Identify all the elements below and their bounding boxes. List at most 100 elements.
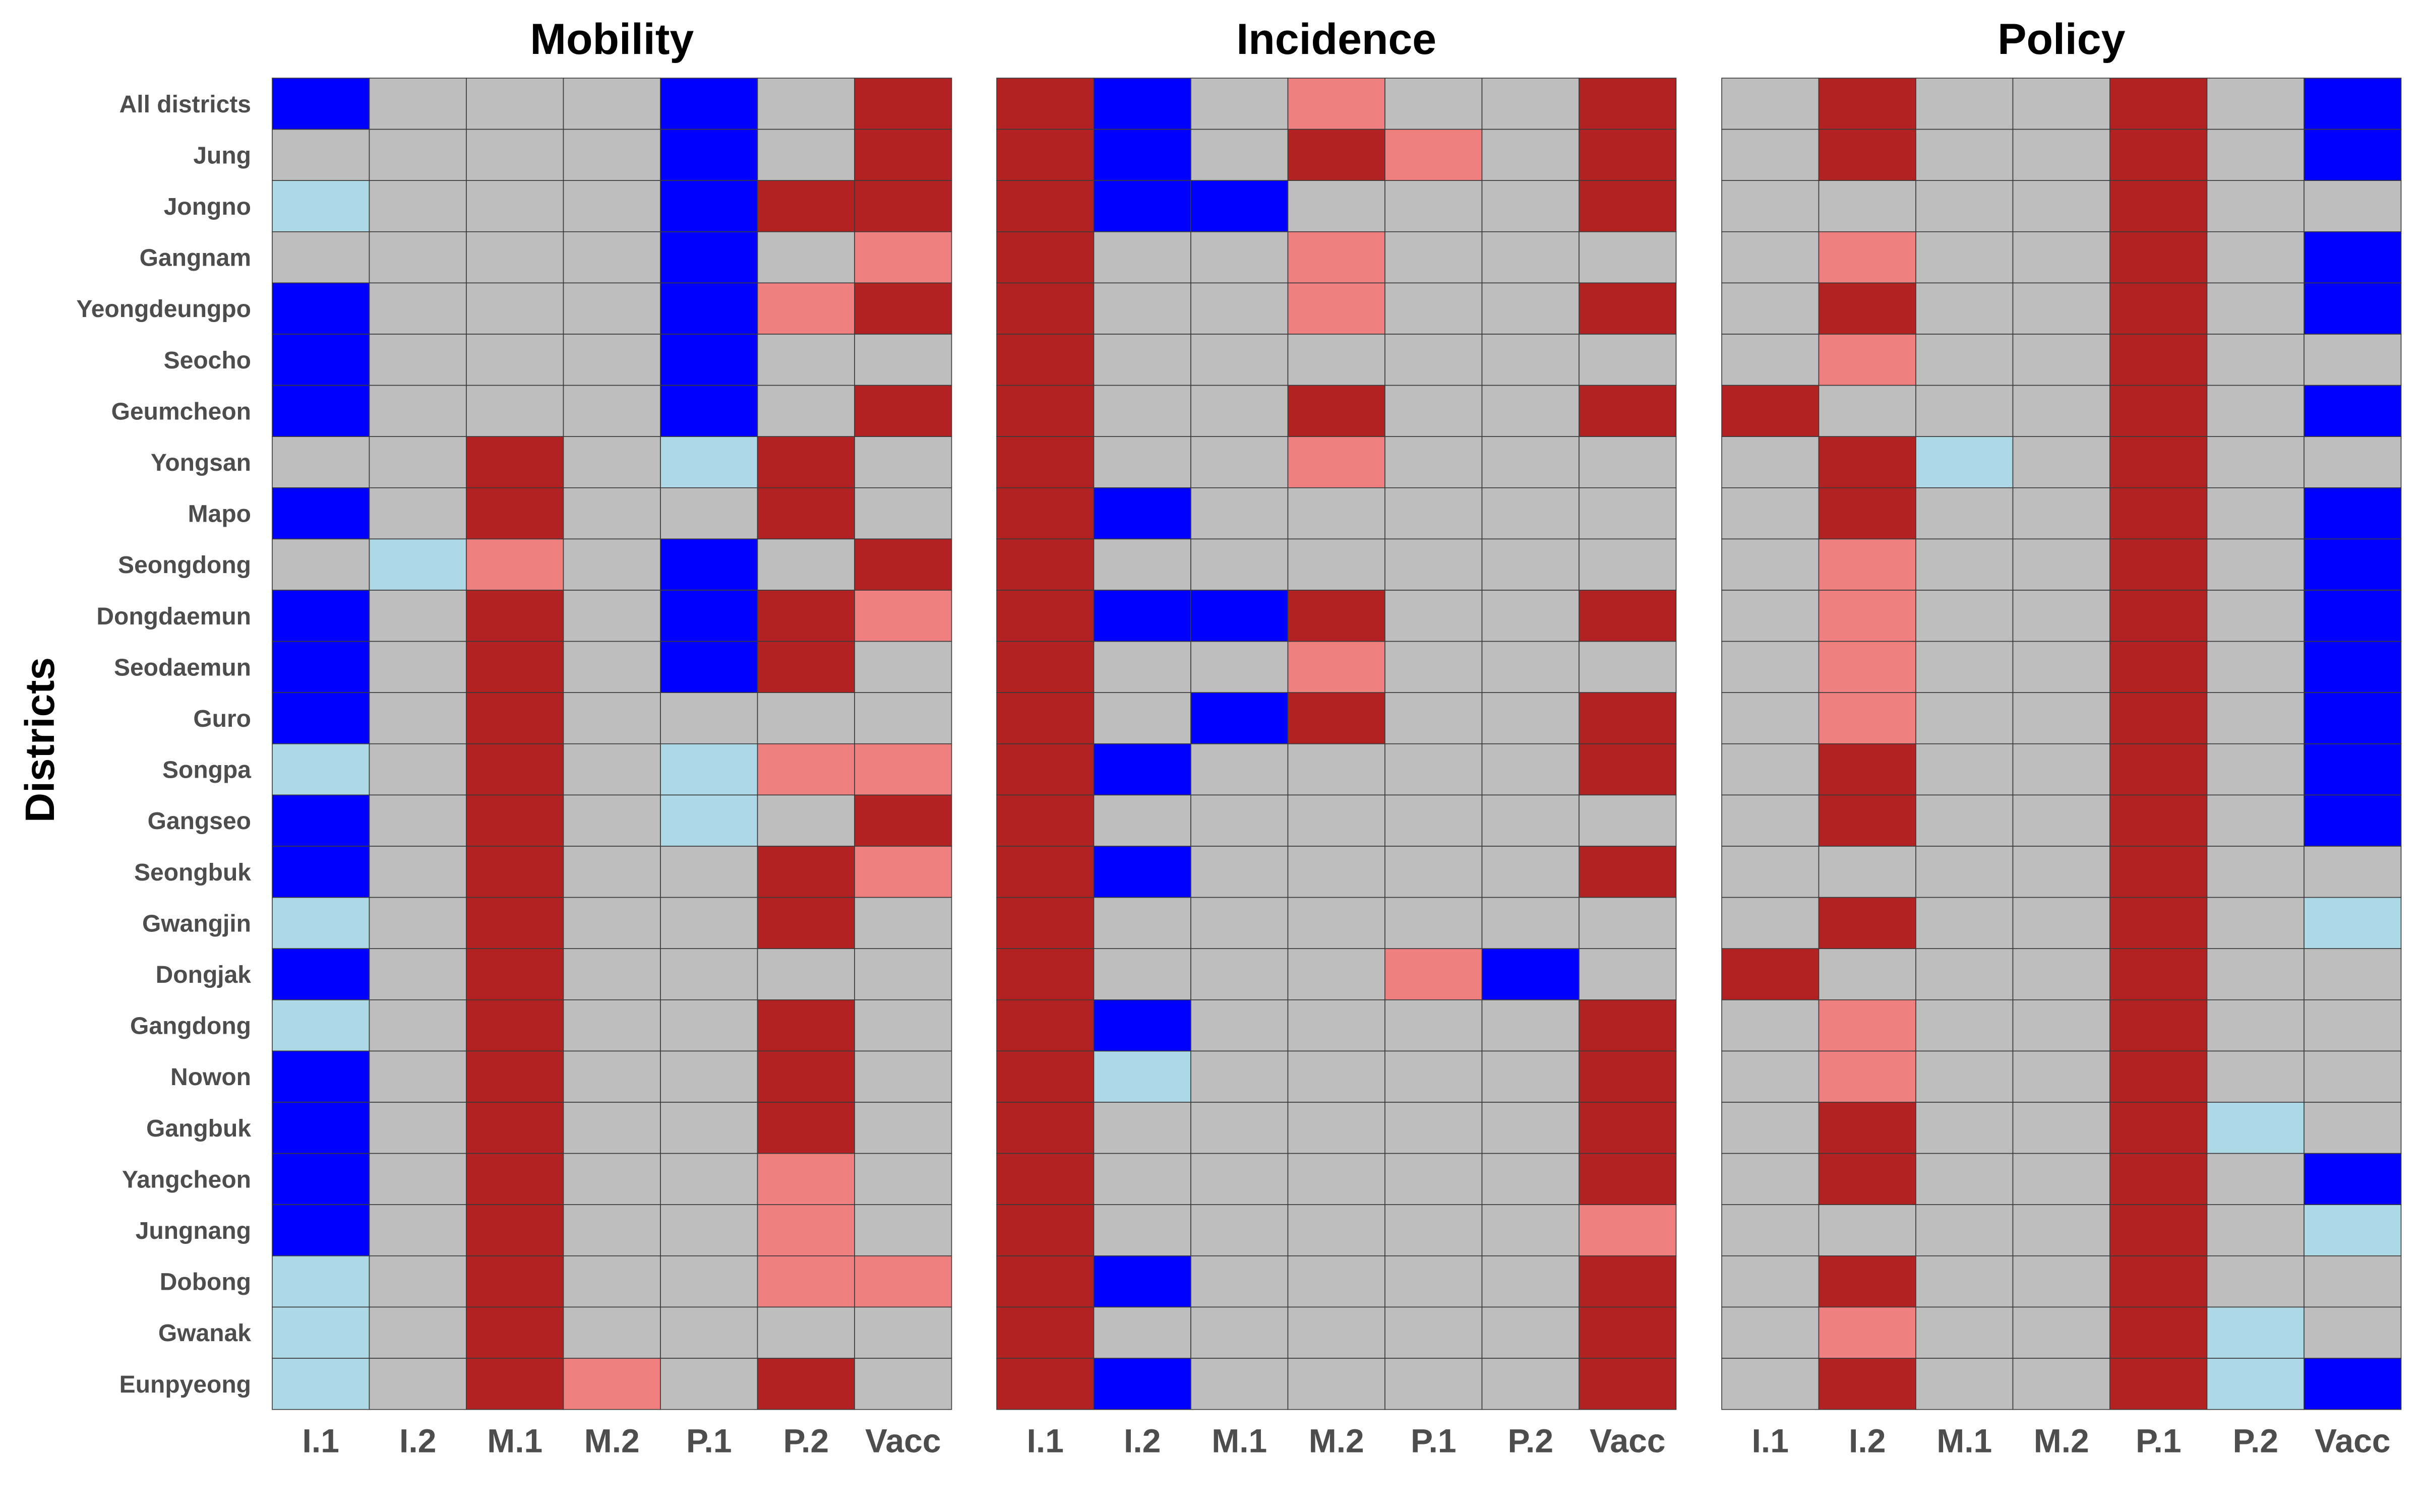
heatmap-cell bbox=[660, 692, 758, 744]
heatmap-cell bbox=[2206, 385, 2305, 437]
heatmap-cell bbox=[2304, 487, 2402, 540]
column-label: P.1 bbox=[1411, 1422, 1457, 1460]
heatmap-cell bbox=[996, 794, 1095, 847]
heatmap-cell bbox=[369, 1255, 467, 1308]
heatmap-cell bbox=[2109, 1204, 2208, 1256]
heatmap-cell bbox=[2206, 999, 2305, 1052]
heatmap-cell bbox=[272, 538, 370, 591]
heatmap-cell bbox=[1481, 897, 1580, 949]
heatmap-cell bbox=[1721, 743, 1820, 796]
heatmap-cell bbox=[2012, 334, 2110, 386]
heatmap-cell bbox=[854, 436, 952, 488]
heatmap-cell bbox=[2304, 794, 2402, 847]
panel-title: Mobility bbox=[530, 15, 694, 64]
heatmap-cell bbox=[2012, 487, 2110, 540]
column-label: P.1 bbox=[2136, 1422, 2182, 1460]
heatmap-cell bbox=[757, 1050, 855, 1103]
heatmap-cell bbox=[660, 487, 758, 540]
heatmap-cell bbox=[2304, 129, 2402, 181]
heatmap-cell bbox=[660, 590, 758, 642]
row-label: Dongdaemun bbox=[96, 603, 251, 630]
heatmap-cell bbox=[369, 641, 467, 693]
heatmap-cell bbox=[1915, 334, 2014, 386]
panel-policy: Policy I.1 I.2 M.1 M.2 P.1 P.2 Vacc bbox=[1721, 15, 2402, 1460]
heatmap-cell bbox=[1481, 692, 1580, 744]
heatmap-cell bbox=[466, 1358, 564, 1410]
heatmap-cell bbox=[2206, 487, 2305, 540]
heatmap-cell bbox=[1093, 794, 1191, 847]
heatmap-cell bbox=[466, 1255, 564, 1308]
heatmap-cell bbox=[1915, 846, 2014, 898]
heatmap-cell bbox=[1818, 641, 1916, 693]
heatmap-cell bbox=[854, 897, 952, 949]
heatmap-cell bbox=[854, 334, 952, 386]
row-label: Gangdong bbox=[130, 1013, 251, 1040]
heatmap-cell bbox=[1287, 999, 1385, 1052]
heatmap-cell bbox=[1190, 385, 1289, 437]
heatmap-cell bbox=[2206, 794, 2305, 847]
heatmap-cell bbox=[1287, 1204, 1385, 1256]
heatmap-cell bbox=[1481, 999, 1580, 1052]
heatmap-cell bbox=[1093, 538, 1191, 591]
heatmap-cell bbox=[1287, 1050, 1385, 1103]
heatmap-cell bbox=[757, 78, 855, 130]
heatmap-cell bbox=[2109, 1050, 2208, 1103]
heatmap-cell bbox=[272, 999, 370, 1052]
row-label: Nowon bbox=[170, 1064, 251, 1091]
heatmap-cell bbox=[996, 897, 1095, 949]
heatmap-cell bbox=[2012, 538, 2110, 591]
heatmap-cell bbox=[1384, 385, 1483, 437]
heatmap-cell bbox=[1579, 78, 1677, 130]
heatmap-cell bbox=[1287, 180, 1385, 232]
heatmap-cell bbox=[1093, 1050, 1191, 1103]
heatmap-cell bbox=[369, 1050, 467, 1103]
heatmap-cell bbox=[1093, 846, 1191, 898]
heatmap-cell bbox=[1481, 743, 1580, 796]
heatmap-cell bbox=[563, 231, 661, 284]
heatmap-cell bbox=[1721, 282, 1820, 335]
heatmap-cell bbox=[466, 794, 564, 847]
heatmap-cell bbox=[1579, 1050, 1677, 1103]
heatmap-cell bbox=[1915, 743, 2014, 796]
heatmap-cell bbox=[1481, 1306, 1580, 1359]
heatmap-cell bbox=[1915, 282, 2014, 335]
heatmap-cell bbox=[466, 78, 564, 130]
heatmap-cell bbox=[1190, 794, 1289, 847]
heatmap-cell bbox=[2109, 1358, 2208, 1410]
heatmap-cell bbox=[854, 743, 952, 796]
heatmap-cell bbox=[466, 436, 564, 488]
heatmap-cell bbox=[2304, 334, 2402, 386]
heatmap-cell bbox=[2304, 846, 2402, 898]
heatmap-cell bbox=[1384, 129, 1483, 181]
heatmap-cell bbox=[660, 282, 758, 335]
heatmap-cell bbox=[1915, 436, 2014, 488]
heatmap-cell bbox=[2012, 846, 2110, 898]
heatmap-cell bbox=[2012, 897, 2110, 949]
heatmap-cell bbox=[660, 231, 758, 284]
heatmap-cell bbox=[2206, 334, 2305, 386]
heatmap-cell bbox=[996, 1102, 1095, 1154]
column-label: I.1 bbox=[1027, 1422, 1064, 1460]
heatmap-cell bbox=[996, 78, 1095, 130]
heatmap-cell bbox=[1721, 1153, 1820, 1206]
column-label: Vacc bbox=[1590, 1422, 1666, 1460]
heatmap-cell bbox=[369, 1102, 467, 1154]
heatmap-cell bbox=[1721, 78, 1820, 130]
heatmap-cell bbox=[1721, 1050, 1820, 1103]
panel-incidence: Incidence I.1 I.2 M.1 M.2 P.1 P.2 Vacc bbox=[996, 15, 1677, 1460]
heatmap-cell bbox=[2012, 385, 2110, 437]
heatmap-cell bbox=[757, 282, 855, 335]
heatmap-cell bbox=[1384, 897, 1483, 949]
y-axis-title: Districts bbox=[17, 657, 63, 823]
heatmap-cell bbox=[660, 948, 758, 1000]
heatmap-cell bbox=[2012, 1204, 2110, 1256]
heatmap-cell bbox=[1818, 743, 1916, 796]
heatmap-cell bbox=[2109, 897, 2208, 949]
heatmap-cell bbox=[2012, 999, 2110, 1052]
heatmap-cell bbox=[466, 1102, 564, 1154]
heatmap-cell bbox=[466, 282, 564, 335]
heatmap-cell bbox=[1579, 743, 1677, 796]
heatmap-cell bbox=[1818, 1153, 1916, 1206]
heatmap-cell bbox=[1579, 334, 1677, 386]
heatmap-cell bbox=[1915, 794, 2014, 847]
